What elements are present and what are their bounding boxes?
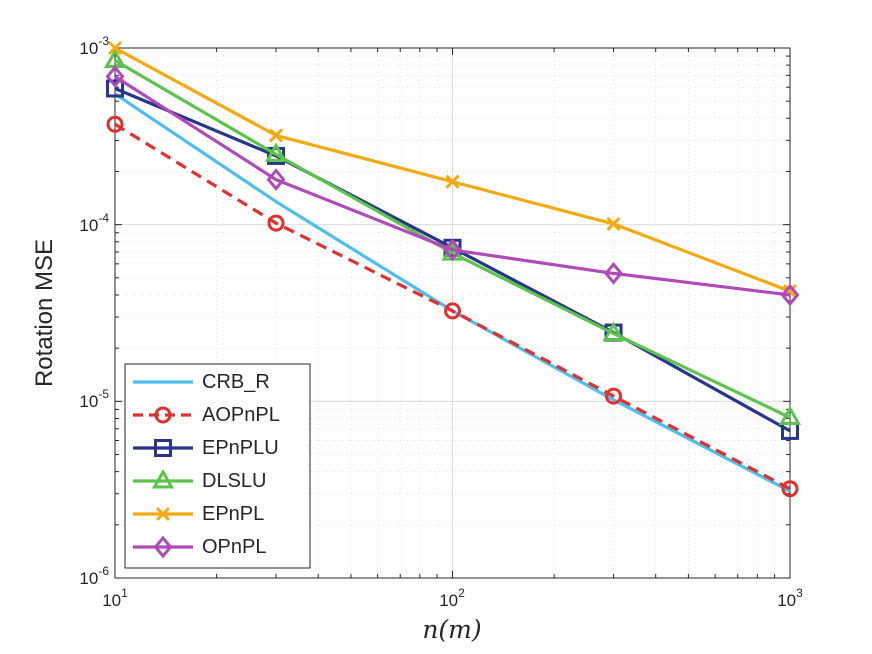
series-line — [114, 59, 791, 419]
series-line — [114, 122, 791, 491]
data-point — [106, 115, 124, 133]
y-axis-label: Rotation MSE — [31, 239, 58, 387]
data-point — [266, 168, 286, 191]
x-tick-label: 101 — [102, 586, 128, 610]
legend-label: EPnPLU — [202, 437, 279, 459]
series-line — [114, 75, 791, 297]
x-tick-label: 103 — [777, 586, 803, 610]
legend-label: DLSLU — [202, 470, 266, 492]
data-point — [604, 262, 623, 285]
y-tick-label: 10-3 — [79, 34, 109, 58]
data-point — [443, 238, 462, 262]
data-point — [444, 302, 461, 320]
data-point — [781, 480, 799, 498]
data-point — [445, 174, 460, 189]
series-aopnpl — [106, 115, 799, 498]
data-point — [780, 283, 800, 307]
data-point — [154, 406, 172, 424]
data-point — [602, 321, 625, 342]
series-epnpl — [107, 40, 798, 299]
series-line — [114, 87, 791, 433]
legend-box — [124, 363, 311, 569]
y-tick-label: 10-5 — [79, 387, 109, 411]
data-point — [154, 439, 172, 457]
x-tick-label: 102 — [439, 586, 465, 610]
plot-series — [103, 40, 802, 498]
data-point — [606, 216, 621, 231]
data-point — [155, 506, 171, 522]
data-point — [605, 387, 623, 405]
data-point — [268, 128, 284, 143]
legend-entries — [133, 380, 193, 559]
data-point — [106, 79, 124, 98]
legend-label: CRB_R — [202, 371, 270, 393]
series-opnpl — [105, 65, 800, 307]
data-point — [105, 65, 125, 88]
axis-ticks — [114, 48, 790, 579]
x-axis-label: n(m) — [422, 615, 481, 644]
data-point — [264, 142, 288, 162]
data-point — [267, 214, 285, 232]
legend-label: OPnPL — [202, 536, 266, 558]
data-point — [153, 535, 173, 559]
series-dlslu — [103, 48, 802, 426]
legend-label: AOPnPL — [202, 404, 280, 426]
y-tick-label: 10-6 — [79, 564, 109, 588]
legend: CRB_R AOPnPL EPnPLU DLSLU EPnPL OPnPL — [124, 363, 311, 569]
legend-label: EPnPL — [202, 503, 264, 525]
y-tick-label: 10-4 — [79, 211, 109, 235]
data-point — [151, 468, 175, 489]
data-point — [107, 40, 123, 56]
data-point — [778, 405, 802, 426]
